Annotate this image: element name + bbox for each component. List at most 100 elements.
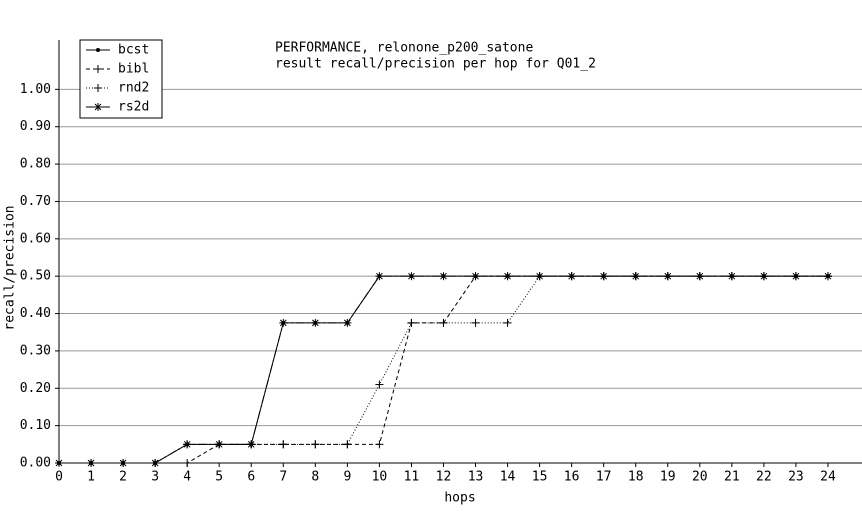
chart-subtitle: result recall/precision per hop for Q01_… <box>275 57 596 72</box>
y-tick-label: 0.00 <box>20 456 51 471</box>
marker <box>823 272 832 281</box>
x-tick-label: 7 <box>279 470 287 485</box>
marker-stroke <box>279 319 287 327</box>
x-tick-label: 1 <box>87 470 95 485</box>
marker-stroke <box>55 459 63 467</box>
marker-stroke <box>87 459 95 467</box>
x-tick-label: 14 <box>500 470 516 485</box>
y-tick-label: 0.30 <box>20 343 51 358</box>
chart-title: PERFORMANCE, relonone_p200_satone <box>275 41 533 56</box>
x-tick-label: 9 <box>343 470 351 485</box>
y-tick-label: 0.90 <box>20 119 51 134</box>
marker <box>279 440 288 449</box>
x-tick-label: 18 <box>628 470 644 485</box>
marker <box>375 440 384 449</box>
x-tick-label: 0 <box>55 470 63 485</box>
series-line <box>59 275 828 464</box>
marker <box>343 318 352 327</box>
x-tick-label: 22 <box>756 470 772 485</box>
marker <box>343 440 352 449</box>
marker <box>94 103 102 111</box>
marker-stroke <box>151 459 159 467</box>
marker-stroke <box>311 319 319 327</box>
x-tick-label: 3 <box>151 470 159 485</box>
marker <box>663 272 672 281</box>
y-tick-label: 0.80 <box>20 157 51 172</box>
marker <box>631 272 640 281</box>
marker <box>183 440 192 449</box>
marker-stroke <box>728 272 736 280</box>
marker-stroke <box>119 459 127 467</box>
marker <box>439 272 448 281</box>
legend-label: bcst <box>118 43 149 58</box>
marker-stroke <box>94 103 102 111</box>
marker-stroke <box>344 319 351 327</box>
marker <box>407 272 416 281</box>
marker <box>375 272 384 281</box>
marker-stroke <box>215 440 223 448</box>
marker <box>695 272 704 281</box>
marker <box>503 318 512 327</box>
x-tick-label: 6 <box>247 470 255 485</box>
x-tick-label: 17 <box>596 470 612 485</box>
marker <box>215 440 224 449</box>
marker-stroke <box>696 272 704 280</box>
marker-stroke <box>472 272 479 280</box>
y-tick-label: 0.50 <box>20 269 51 284</box>
marker-stroke <box>632 272 640 280</box>
marker <box>599 272 608 281</box>
y-tick-label: 0.60 <box>20 231 51 246</box>
legend-box <box>79 39 163 119</box>
marker-stroke <box>536 272 543 280</box>
marker-stroke <box>247 440 255 448</box>
marker <box>119 459 128 467</box>
x-tick-label: 16 <box>564 470 580 485</box>
marker <box>55 459 63 467</box>
x-axis-label: hops <box>444 491 475 506</box>
marker <box>279 318 288 327</box>
marker-stroke <box>504 272 511 280</box>
y-axis-label: recall/precision <box>3 205 18 330</box>
marker <box>407 318 416 327</box>
marker <box>535 272 544 281</box>
x-tick-label: 4 <box>183 470 191 485</box>
x-tick-label: 20 <box>692 470 708 485</box>
marker-stroke <box>183 440 191 448</box>
marker <box>727 272 736 281</box>
marker <box>311 440 320 449</box>
series-line <box>59 275 828 464</box>
x-tick-label: 5 <box>215 470 223 485</box>
y-tick-label: 0.40 <box>20 306 51 321</box>
x-tick-label: 2 <box>119 470 127 485</box>
marker <box>151 459 160 467</box>
marker <box>439 318 448 327</box>
x-tick-label: 15 <box>532 470 548 485</box>
marker <box>471 318 480 327</box>
marker-stroke <box>600 272 608 280</box>
y-tick-label: 1.00 <box>20 82 51 97</box>
marker <box>94 84 102 92</box>
y-tick-label: 0.20 <box>20 381 51 396</box>
legend-label: bibl <box>118 62 149 77</box>
marker-stroke <box>376 272 383 280</box>
marker-stroke <box>792 272 800 280</box>
marker <box>96 48 100 52</box>
marker-stroke <box>760 272 768 280</box>
marker-stroke <box>568 272 575 280</box>
marker <box>311 318 320 327</box>
x-tick-label: 21 <box>724 470 740 485</box>
marker <box>471 272 480 281</box>
marker <box>94 65 102 73</box>
x-tick-label: 10 <box>372 470 388 485</box>
marker <box>503 272 512 281</box>
marker <box>567 272 576 281</box>
legend-label: rs2d <box>118 100 149 115</box>
x-tick-label: 23 <box>788 470 804 485</box>
marker <box>375 380 384 389</box>
marker-stroke <box>824 272 832 280</box>
y-tick-label: 0.10 <box>20 418 51 433</box>
legend-label: rnd2 <box>118 81 149 96</box>
x-tick-label: 24 <box>820 470 836 485</box>
x-tick-label: 11 <box>404 470 420 485</box>
